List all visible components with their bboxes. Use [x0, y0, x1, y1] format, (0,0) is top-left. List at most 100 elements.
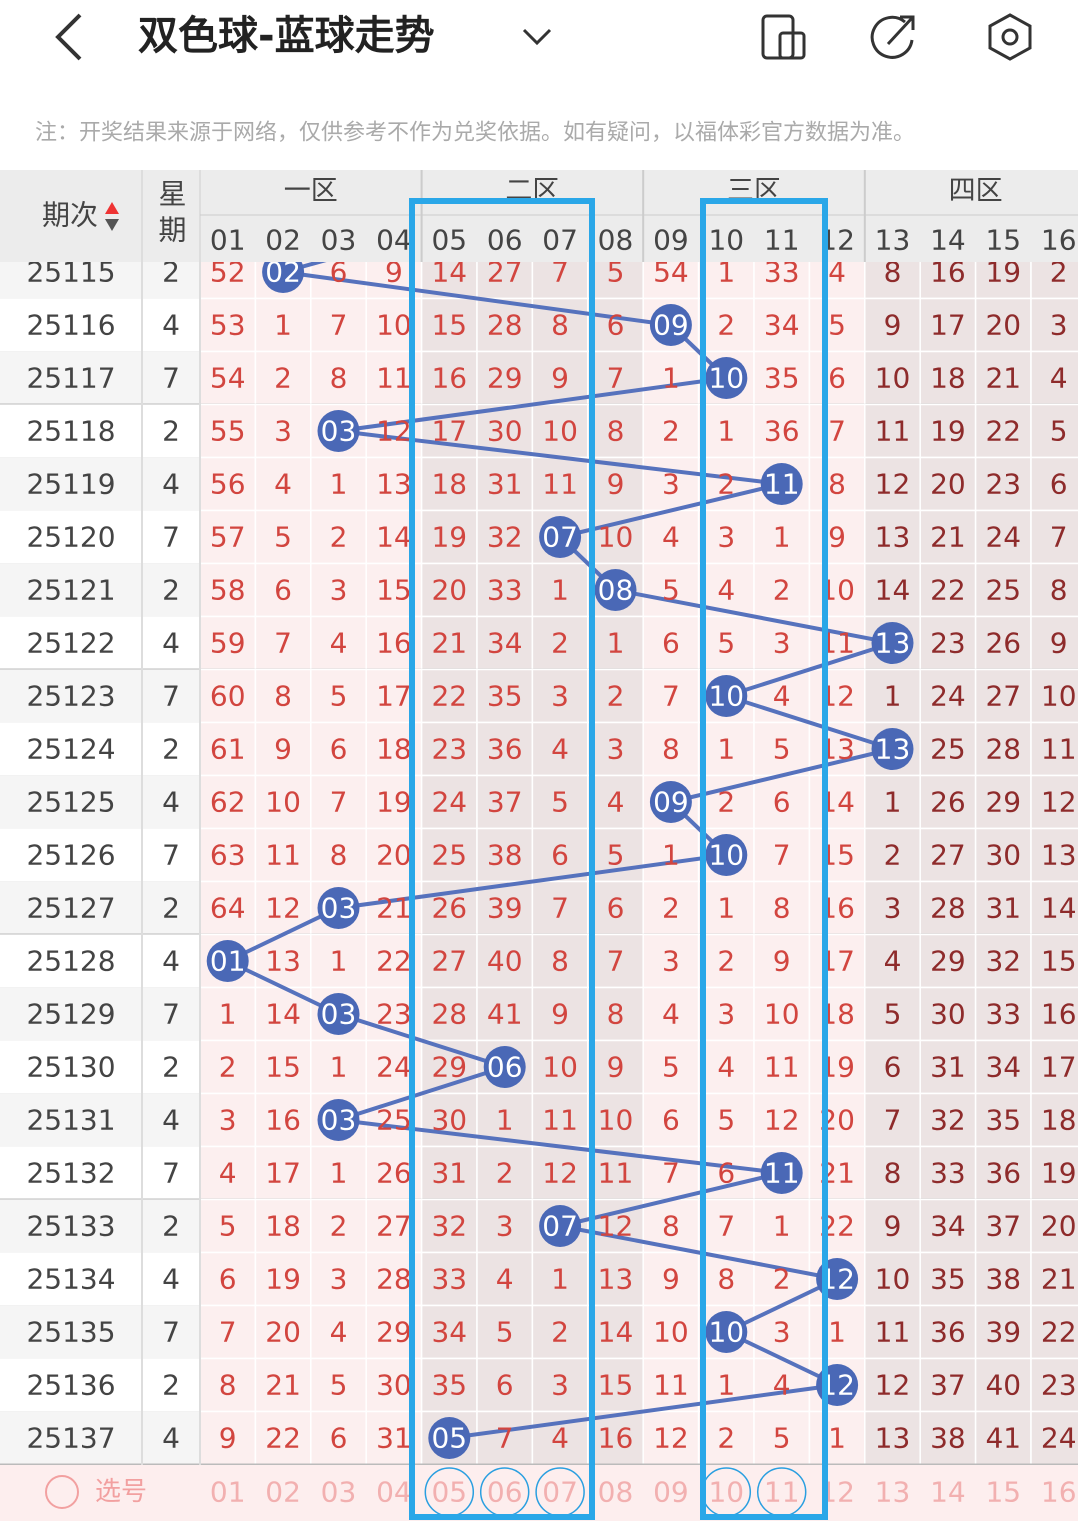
- miss-count: 18: [376, 733, 412, 766]
- miss-count: 6: [607, 892, 625, 925]
- back-button[interactable]: [55, 13, 82, 61]
- miss-count: 17: [376, 680, 412, 713]
- miss-count: 6: [607, 309, 625, 342]
- cell-bg: [420, 350, 478, 406]
- select-number[interactable]: 09: [653, 1476, 689, 1509]
- cell-bg: [808, 1410, 866, 1465]
- cell-bg: [1030, 1357, 1078, 1413]
- miss-count: 11: [265, 839, 301, 872]
- device-icon[interactable]: [761, 14, 806, 60]
- weekday: 4: [162, 627, 180, 660]
- select-number[interactable]: 15: [985, 1476, 1021, 1509]
- period: 25128: [26, 945, 115, 978]
- cell-bg: [753, 1198, 811, 1254]
- select-number[interactable]: 05: [431, 1476, 467, 1509]
- miss-count: 8: [330, 362, 348, 395]
- drawn-number: 01: [210, 945, 246, 978]
- select-number[interactable]: 10: [708, 1476, 744, 1509]
- cell-bg: [1030, 1198, 1078, 1254]
- miss-count: 12: [376, 415, 412, 448]
- select-number[interactable]: 03: [321, 1476, 357, 1509]
- miss-count: 9: [884, 1210, 902, 1243]
- drawn-ball: [483, 1046, 526, 1088]
- miss-count: 12: [598, 1210, 634, 1243]
- drawn-ball: [539, 1205, 582, 1247]
- cell-bg: [697, 933, 755, 989]
- miss-count: 4: [551, 733, 569, 766]
- select-number[interactable]: 06: [487, 1476, 523, 1509]
- cell-bg: [1030, 350, 1078, 406]
- cell-bg: [697, 1039, 755, 1095]
- drawn-number: 03: [321, 415, 357, 448]
- select-number[interactable]: 07: [542, 1476, 578, 1509]
- weekday: 4: [162, 1263, 180, 1296]
- select-number[interactable]: 08: [598, 1476, 634, 1509]
- miss-count: 11: [764, 1051, 800, 1084]
- cell-bg: [310, 1039, 367, 1095]
- drawn-number: 07: [542, 521, 578, 554]
- miss-count: 7: [330, 786, 348, 819]
- column-number: 02: [265, 224, 301, 257]
- miss-count: 12: [875, 468, 911, 501]
- select-number[interactable]: 04: [376, 1476, 412, 1509]
- miss-count: 35: [431, 1369, 467, 1402]
- dropdown[interactable]: [522, 28, 552, 46]
- miss-count: 7: [773, 839, 791, 872]
- select-toggle[interactable]: [45, 1475, 79, 1509]
- select-number[interactable]: 14: [930, 1476, 966, 1509]
- drawn-ball: [760, 463, 803, 505]
- miss-count: 20: [930, 468, 966, 501]
- miss-count: 31: [985, 892, 1021, 925]
- miss-count: 16: [930, 256, 966, 289]
- drawn-number: 03: [321, 1104, 357, 1137]
- miss-count: 24: [376, 1051, 412, 1084]
- cell-bg: [254, 774, 312, 830]
- miss-count: 7: [607, 945, 625, 978]
- drawn-ball: [539, 516, 582, 558]
- drawn-number: 11: [764, 1157, 800, 1190]
- cell-bg: [642, 933, 700, 989]
- miss-count: 9: [551, 362, 569, 395]
- period: 25135: [26, 1316, 115, 1349]
- select-number[interactable]: 16: [1041, 1476, 1077, 1509]
- miss-count: 16: [598, 1422, 634, 1455]
- select-number[interactable]: 13: [875, 1476, 911, 1509]
- row-bg: [0, 298, 200, 352]
- drawn-ball: [317, 993, 360, 1035]
- miss-count: 15: [376, 574, 412, 607]
- column-number: 09: [653, 224, 689, 257]
- miss-count: 30: [376, 1369, 412, 1402]
- cell-bg: [642, 615, 700, 671]
- cell-bg: [919, 456, 977, 512]
- miss-count: 21: [985, 362, 1021, 395]
- cell-bg: [808, 1198, 866, 1254]
- period: 25117: [26, 362, 115, 395]
- highlight-frame: [700, 198, 828, 1520]
- miss-count: 1: [496, 1104, 514, 1137]
- miss-count: 9: [607, 468, 625, 501]
- miss-count: 11: [542, 468, 578, 501]
- miss-count: 34: [930, 1210, 966, 1243]
- miss-count: 4: [717, 1051, 735, 1084]
- miss-count: 29: [985, 786, 1021, 819]
- miss-count: 35: [985, 1104, 1021, 1137]
- cell-bg: [531, 933, 589, 989]
- miss-count: 10: [598, 1104, 634, 1137]
- row-bg: [0, 1093, 200, 1147]
- miss-count: 53: [210, 309, 246, 342]
- settings-icon[interactable]: [988, 13, 1032, 61]
- title: 双色球-蓝球走势: [138, 13, 435, 59]
- miss-count: 10: [598, 521, 634, 554]
- drawn-number: 03: [321, 998, 357, 1031]
- share-icon[interactable]: [870, 15, 915, 59]
- select-number[interactable]: 02: [265, 1476, 301, 1509]
- miss-count: 3: [551, 1369, 569, 1402]
- miss-count: 3: [662, 945, 680, 978]
- miss-count: 9: [662, 1263, 680, 1296]
- select-number[interactable]: 11: [764, 1476, 800, 1509]
- miss-count: 3: [717, 521, 735, 554]
- row-bg: [0, 351, 200, 405]
- select-number[interactable]: 01: [210, 1476, 246, 1509]
- miss-count: 7: [551, 892, 569, 925]
- cell-bg: [254, 1357, 312, 1413]
